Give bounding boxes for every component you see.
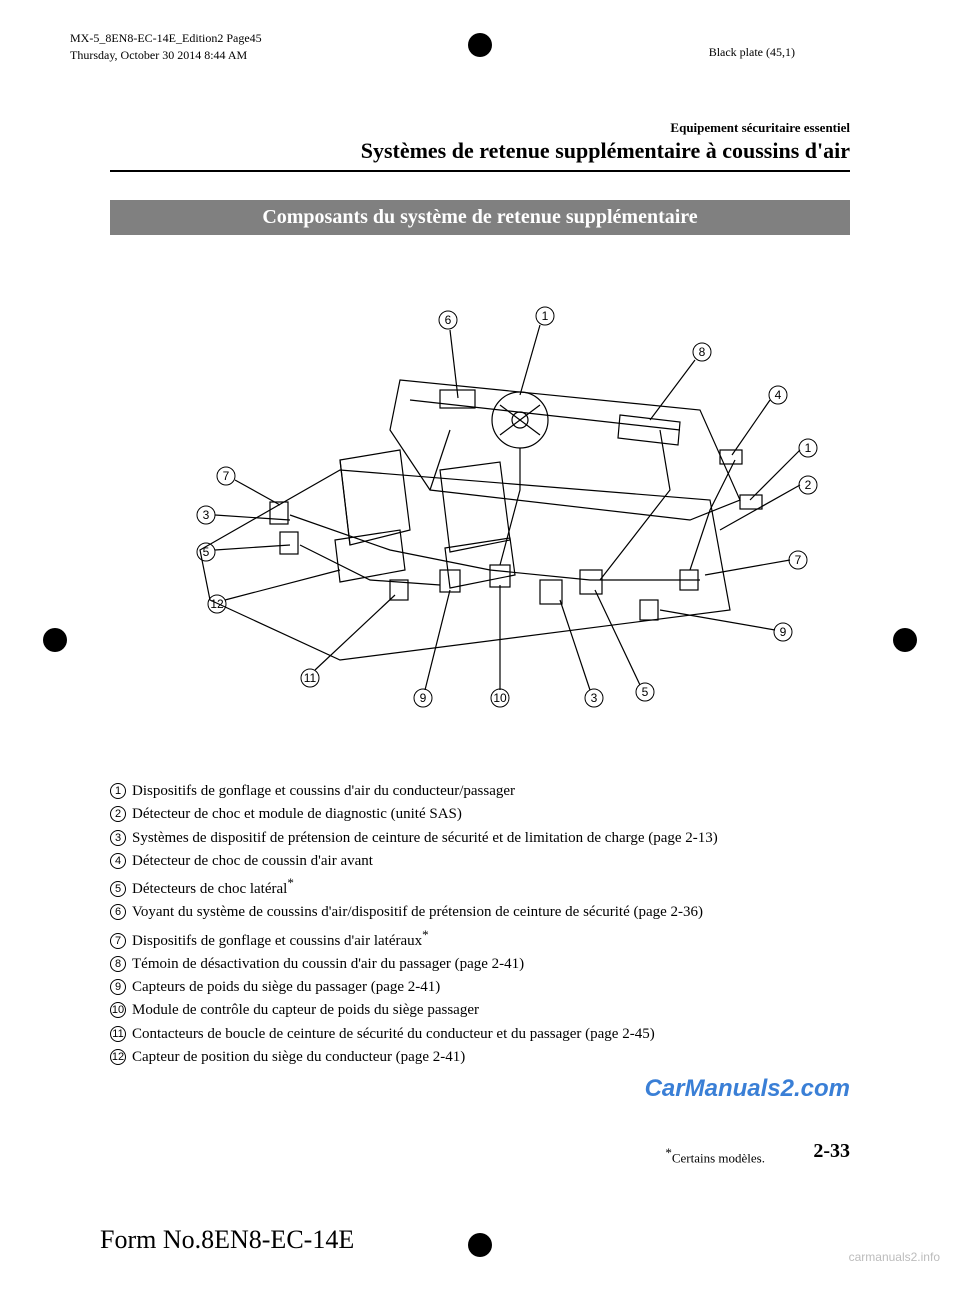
legend-num: 6 — [110, 904, 126, 920]
reg-mark-right — [885, 620, 925, 660]
section-title: Systèmes de retenue supplémentaire à cou… — [110, 138, 850, 172]
legend-item: 11Contacteurs de boucle de ceinture de s… — [110, 1023, 850, 1046]
legend-num: 1 — [110, 783, 126, 799]
page-header: Equipement sécuritaire essentiel Système… — [110, 120, 850, 172]
legend-item: 1Dispositifs de gonflage et coussins d'a… — [110, 780, 850, 803]
star-icon: * — [287, 875, 294, 890]
legend-num: 4 — [110, 853, 126, 869]
legend-item: 8Témoin de désactivation du coussin d'ai… — [110, 953, 850, 976]
svg-text:5: 5 — [203, 545, 210, 559]
svg-text:2: 2 — [805, 478, 812, 492]
svg-text:9: 9 — [780, 625, 787, 639]
date-line: Thursday, October 30 2014 8:44 AM — [70, 47, 262, 64]
svg-text:12: 12 — [210, 597, 224, 611]
svg-text:4: 4 — [775, 388, 782, 402]
footer-note: *Certains modèles. — [665, 1145, 765, 1166]
svg-text:1: 1 — [542, 309, 549, 323]
plate-label: Black plate (45,1) — [709, 45, 795, 60]
svg-text:11: 11 — [304, 671, 317, 685]
svg-text:3: 3 — [203, 508, 210, 522]
legend-num: 10 — [110, 1002, 126, 1018]
svg-text:1: 1 — [805, 441, 812, 455]
reg-mark-left — [35, 620, 75, 660]
svg-text:6: 6 — [445, 313, 452, 327]
legend-num: 5 — [110, 881, 126, 897]
legend-num: 9 — [110, 979, 126, 995]
page-number: 2-33 — [813, 1140, 850, 1163]
chapter-label: Equipement sécuritaire essentiel — [110, 120, 850, 136]
svg-text:8: 8 — [699, 345, 706, 359]
svg-text:5: 5 — [642, 685, 649, 699]
site-watermark: carmanuals2.info — [849, 1250, 940, 1264]
legend-item: 2Détecteur de choc et module de diagnost… — [110, 803, 850, 826]
legend-num: 3 — [110, 830, 126, 846]
reg-mark-top — [460, 25, 500, 65]
legend-num: 11 — [110, 1026, 126, 1042]
star-icon: * — [422, 927, 429, 942]
legend-item: 9Capteurs de poids du siège du passager … — [110, 976, 850, 999]
reg-mark-bottom — [460, 1225, 500, 1265]
svg-text:10: 10 — [493, 691, 507, 705]
legend-item: 10Module de contrôle du capteur de poids… — [110, 999, 850, 1022]
legend-list: 1Dispositifs de gonflage et coussins d'a… — [110, 780, 850, 1069]
legend-item: 4Détecteur de choc de coussin d'air avan… — [110, 850, 850, 873]
legend-item: 7Dispositifs de gonflage et coussins d'a… — [110, 925, 850, 953]
svg-text:3: 3 — [591, 691, 598, 705]
legend-num: 2 — [110, 806, 126, 822]
svg-text:7: 7 — [795, 553, 802, 567]
section-bar: Composants du système de retenue supplém… — [110, 200, 850, 235]
legend-item: 3Systèmes de dispositif de prétension de… — [110, 827, 850, 850]
srs-diagram: 6 1 8 4 1 2 7 9 7 3 5 12 11 9 10 3 5 — [140, 270, 820, 710]
svg-text:7: 7 — [223, 469, 230, 483]
edition-line: MX-5_8EN8-EC-14E_Edition2 Page45 — [70, 30, 262, 47]
legend-item: 6Voyant du système de coussins d'air/dis… — [110, 901, 850, 924]
legend-num: 12 — [110, 1049, 126, 1065]
watermark: CarManuals2.com — [0, 1075, 850, 1103]
legend-num: 7 — [110, 933, 126, 949]
edition-meta: MX-5_8EN8-EC-14E_Edition2 Page45 Thursda… — [70, 30, 262, 64]
svg-text:9: 9 — [420, 691, 427, 705]
legend-item: 5Détecteurs de choc latéral* — [110, 873, 850, 901]
form-number: Form No.8EN8-EC-14E — [100, 1225, 354, 1255]
legend-item: 12Capteur de position du siège du conduc… — [110, 1046, 850, 1069]
legend-num: 8 — [110, 956, 126, 972]
